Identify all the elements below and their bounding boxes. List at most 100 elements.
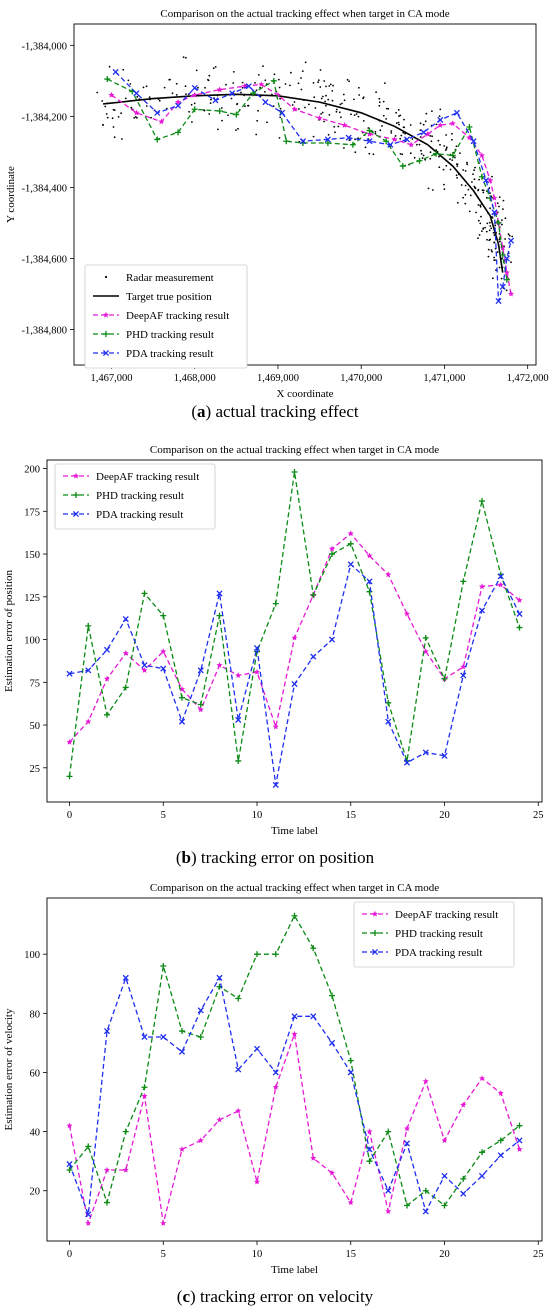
pda-point bbox=[403, 759, 411, 766]
radar-point bbox=[455, 163, 458, 166]
pda-point bbox=[491, 209, 498, 216]
radar-point bbox=[397, 109, 400, 111]
y-tick-label: 125 bbox=[24, 593, 40, 604]
pda-point bbox=[387, 141, 394, 148]
radar-point bbox=[427, 187, 430, 190]
deepaf-point bbox=[160, 1220, 167, 1226]
radar-point bbox=[425, 112, 428, 115]
radar-point bbox=[464, 202, 467, 205]
y-tick-label: -1,384,200 bbox=[22, 112, 68, 123]
pda-point bbox=[347, 561, 354, 568]
x-tick-label: 10 bbox=[252, 810, 263, 821]
radar-point bbox=[505, 289, 508, 292]
pda-point bbox=[495, 298, 502, 305]
deepaf-point bbox=[408, 141, 415, 148]
deepaf-point bbox=[385, 571, 392, 578]
radar-point bbox=[301, 70, 304, 72]
radar-point bbox=[297, 82, 300, 85]
x-tick-label: 20 bbox=[439, 810, 450, 821]
deepaf-point bbox=[516, 597, 523, 603]
radar-point bbox=[339, 103, 342, 106]
phd-point bbox=[249, 90, 256, 97]
radar-point bbox=[416, 143, 418, 146]
deepaf-point bbox=[191, 91, 198, 98]
pda-point bbox=[310, 1013, 317, 1020]
radar-point bbox=[313, 96, 316, 99]
radar-point bbox=[188, 110, 191, 113]
radar-point bbox=[390, 130, 393, 132]
radar-point bbox=[124, 97, 127, 100]
radar-point bbox=[338, 111, 341, 114]
legend-label: PHD tracking result bbox=[96, 490, 184, 502]
y-axis-label: Estimation error of position bbox=[3, 570, 15, 692]
radar-point bbox=[409, 152, 412, 155]
radar-point bbox=[208, 113, 211, 115]
radar-point bbox=[443, 183, 445, 186]
deepaf-point bbox=[85, 1220, 92, 1226]
radar-point bbox=[150, 116, 152, 119]
radar-point bbox=[399, 137, 402, 140]
y-tick-label: -1,384,400 bbox=[22, 183, 68, 194]
y-tick-label: -1,384,000 bbox=[22, 41, 68, 52]
radar-point bbox=[374, 132, 377, 135]
pda-point bbox=[328, 1039, 336, 1046]
radar-point bbox=[419, 136, 422, 138]
legend-deepaf-marker bbox=[103, 311, 109, 318]
phd-point bbox=[441, 1202, 448, 1209]
radar-point bbox=[308, 103, 310, 106]
radar-point bbox=[467, 188, 470, 191]
phd-point bbox=[460, 578, 467, 585]
radar-point bbox=[257, 109, 259, 112]
legend-phd-marker bbox=[103, 331, 109, 337]
phd-point bbox=[310, 592, 317, 599]
x-tick-label: 1,471,000 bbox=[423, 373, 465, 384]
radar-point bbox=[496, 251, 499, 254]
radar-point bbox=[333, 125, 336, 128]
x-tick-label: 5 bbox=[161, 1249, 166, 1260]
radar-point bbox=[368, 152, 371, 155]
pda-point bbox=[245, 83, 252, 90]
phd-point bbox=[291, 912, 298, 919]
radar-point bbox=[502, 208, 504, 211]
radar-point bbox=[317, 81, 319, 84]
radar-point bbox=[498, 196, 501, 199]
radar-point bbox=[382, 114, 385, 117]
radar-point bbox=[235, 129, 237, 132]
pda-point bbox=[366, 1146, 373, 1153]
radar-point bbox=[214, 66, 217, 68]
plot-area bbox=[66, 468, 523, 788]
deepaf-point bbox=[66, 1122, 73, 1129]
radar-point bbox=[504, 238, 506, 240]
radar-point bbox=[163, 86, 166, 89]
deepaf-point bbox=[329, 545, 335, 552]
deepaf-point bbox=[404, 610, 410, 617]
radar-point bbox=[312, 82, 315, 84]
phd-point bbox=[104, 76, 111, 83]
y-tick-label: 50 bbox=[30, 721, 41, 732]
caption-a: (a) actual tracking effect bbox=[191, 402, 359, 421]
radar-point bbox=[464, 170, 467, 172]
radar-point bbox=[158, 99, 161, 102]
deepaf-point bbox=[497, 581, 504, 588]
radar-point bbox=[499, 240, 501, 243]
radar-point bbox=[321, 111, 324, 114]
phd-point bbox=[122, 1128, 129, 1135]
legend-pda-marker bbox=[371, 948, 379, 956]
radar-point bbox=[379, 129, 382, 132]
radar-point bbox=[323, 120, 325, 123]
pda-point bbox=[366, 578, 373, 585]
pda-point bbox=[437, 116, 444, 123]
radar-point bbox=[185, 56, 187, 59]
radar-point bbox=[343, 147, 345, 149]
legend-box bbox=[353, 901, 515, 968]
deepaf-point bbox=[122, 650, 129, 656]
radar-point bbox=[279, 116, 282, 119]
pda-point bbox=[403, 136, 411, 143]
radar-point bbox=[255, 89, 258, 92]
radar-point bbox=[342, 93, 345, 96]
deepaf-point bbox=[366, 130, 373, 137]
radar-point bbox=[325, 104, 327, 107]
radar-point bbox=[378, 104, 381, 107]
phd-point bbox=[85, 622, 92, 629]
deepaf-point bbox=[274, 91, 281, 98]
